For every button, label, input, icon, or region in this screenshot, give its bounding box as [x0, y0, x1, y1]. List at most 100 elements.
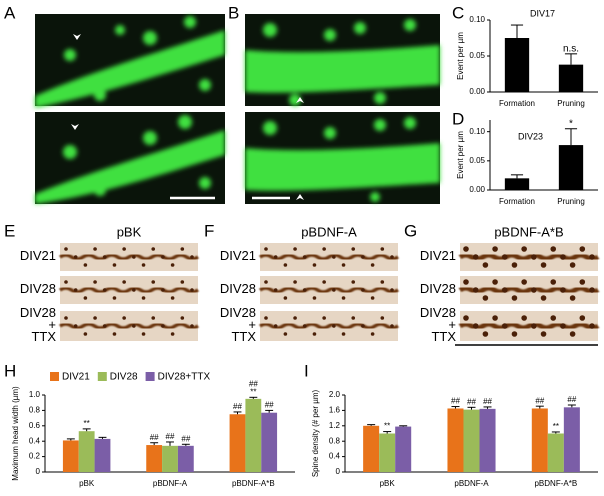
significance: n.s.: [563, 43, 579, 54]
y-tick-label: 1.0: [29, 390, 41, 399]
spine: [293, 247, 297, 251]
spine: [170, 263, 175, 267]
bar: [547, 433, 564, 472]
spine: [141, 332, 146, 336]
image-title: pBDNF-A*B: [494, 224, 563, 239]
significance: ##: [483, 397, 492, 406]
bar: [463, 409, 480, 472]
row-label-line: DIV28: [20, 281, 56, 296]
spine: [312, 332, 317, 336]
spine: [472, 254, 479, 260]
significance: ##: [233, 402, 242, 411]
micrograph-b-top: [245, 14, 440, 106]
spine: [273, 288, 278, 292]
spine: [322, 280, 326, 284]
spine: [341, 263, 346, 267]
y-tick-label: 0.05: [469, 51, 485, 60]
spine: [112, 263, 117, 267]
legend-swatch: [97, 372, 107, 381]
y-axis-label: Event per µm: [456, 32, 465, 80]
spine: [560, 287, 566, 293]
y-tick-label: 1.2: [329, 421, 341, 430]
spine: [64, 247, 68, 251]
spine: [492, 246, 498, 252]
row-label: DIV28 + TTX: [220, 305, 256, 344]
spine: [322, 316, 326, 320]
spine: [332, 255, 336, 259]
row-label-line: TTX: [431, 329, 456, 344]
dendrite: [59, 253, 199, 261]
x-tick-label: Pruning: [557, 99, 585, 108]
significance: ##: [166, 432, 175, 441]
spine: [492, 315, 498, 321]
spine: [273, 324, 278, 328]
spine: [180, 316, 185, 320]
spine: [302, 288, 307, 292]
bar: [504, 38, 530, 92]
x-tick-label: Formation: [499, 99, 535, 108]
bar: [479, 408, 496, 472]
y-axis-label: Maximum head width (µm): [11, 386, 20, 481]
dendrite: [259, 253, 399, 261]
spine: [472, 287, 479, 293]
spine: [132, 324, 136, 328]
row-label-line: DIV21: [220, 248, 256, 263]
spine: [511, 295, 518, 301]
legend-label: DIV21: [62, 372, 90, 383]
dendrite: [59, 322, 199, 330]
spine: [132, 288, 136, 292]
spine: [312, 263, 317, 267]
row-label: DIV28 + TTX: [420, 305, 456, 344]
spine: [511, 262, 518, 268]
spine: [463, 246, 469, 252]
spine: [463, 315, 469, 321]
significance: **: [250, 387, 256, 396]
spine: [64, 280, 68, 284]
spine: [73, 324, 78, 328]
spine: [540, 331, 547, 337]
y-tick-label: 2.0: [329, 390, 341, 399]
dendrite: [259, 322, 399, 330]
spine: [341, 332, 346, 336]
bar: [563, 407, 580, 472]
spine: [482, 331, 489, 337]
spine: [332, 324, 336, 328]
legend-swatch: [50, 372, 59, 381]
spine: [501, 254, 508, 260]
spine: [579, 279, 586, 285]
spine: [579, 246, 586, 252]
spine: [83, 296, 88, 300]
spine: [264, 247, 268, 251]
spine: [151, 316, 156, 320]
bar: [177, 445, 194, 472]
spine: [463, 279, 469, 285]
spine: [122, 247, 126, 251]
legend-swatch: [145, 372, 155, 381]
spine: [472, 323, 479, 329]
spine: [560, 254, 566, 260]
significance: ##: [265, 401, 274, 410]
panel-letter: F: [204, 221, 214, 240]
spine: [322, 247, 326, 251]
row-label: DIV21: [220, 248, 256, 263]
spine: [170, 296, 175, 300]
bar: [94, 438, 111, 472]
row-label-line: +: [48, 317, 56, 332]
bar: [363, 425, 380, 472]
spine: [161, 324, 165, 328]
spine: [569, 262, 576, 268]
spine: [579, 315, 586, 321]
row-label: DIV21: [420, 248, 456, 263]
spine: [151, 247, 156, 251]
row-label-line: DIV21: [20, 248, 56, 263]
spine: [332, 288, 336, 292]
row-label-line: DIV28: [220, 281, 256, 296]
spine: [531, 323, 537, 329]
row-label-line: TTX: [31, 329, 56, 344]
spine: [283, 296, 288, 300]
bar: [447, 408, 464, 472]
spine: [540, 295, 547, 301]
y-tick-label: 0.10: [469, 127, 485, 136]
panel-letter: I: [304, 361, 309, 380]
dendrite: [458, 321, 600, 331]
